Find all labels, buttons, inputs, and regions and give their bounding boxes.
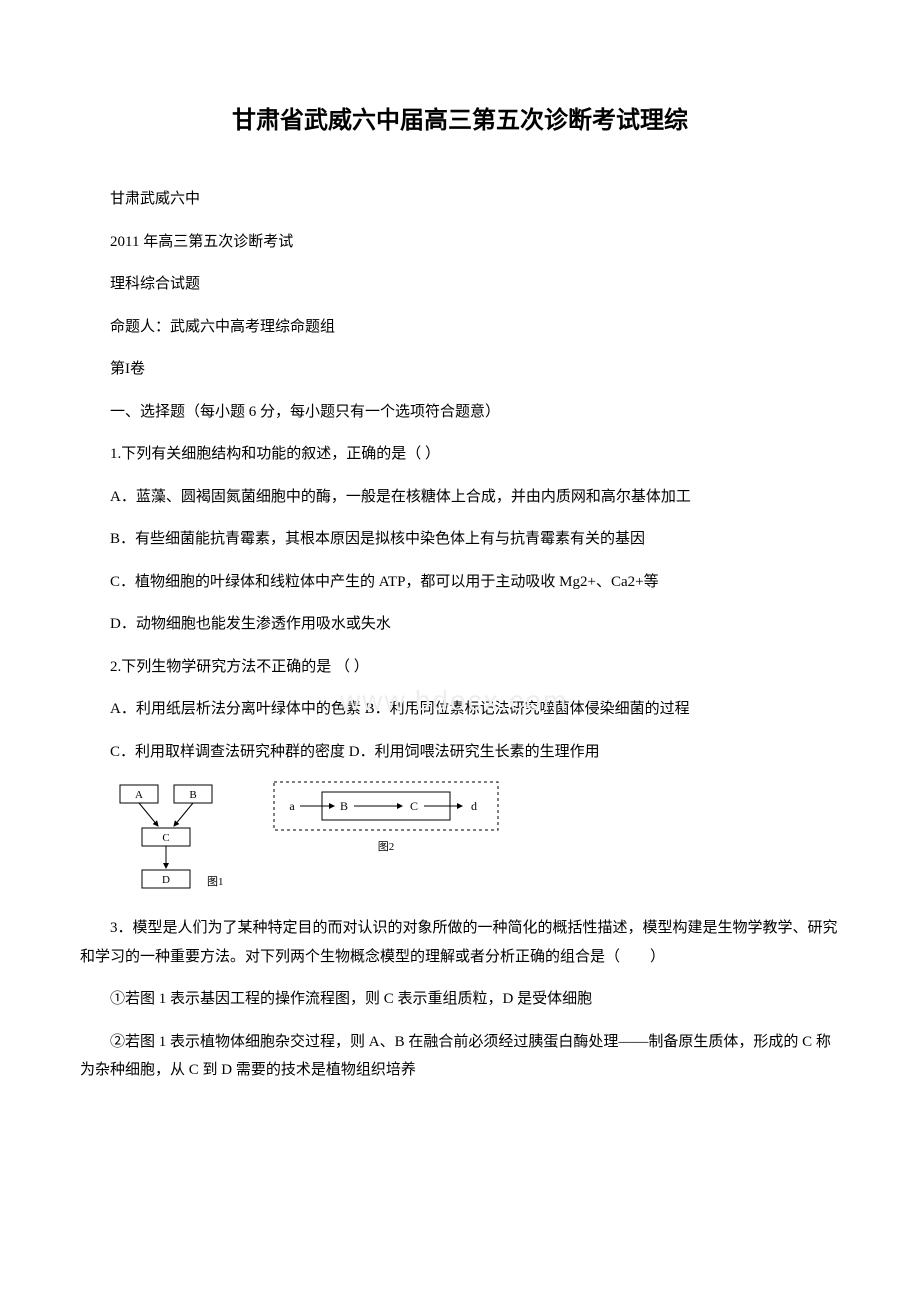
d1-label-a: A: [135, 789, 143, 801]
diagram-2: a B C d 图2: [272, 780, 502, 860]
header-part: 第І卷: [80, 355, 840, 384]
header-exam: 2011 年高三第五次诊断考试: [80, 228, 840, 257]
d2-label-a: a: [289, 799, 295, 813]
q1-option-d: D．动物细胞也能发生渗透作用吸水或失水: [80, 610, 840, 639]
d1-label-c: C: [162, 832, 169, 844]
q2-option-ab: A．利用纸层析法分离叶绿体中的色素 B．利用同位素标记法研究噬菌体侵染细菌的过程: [80, 695, 840, 724]
q1-option-b: B．有些细菌能抗青霉素，其根本原因是拟核中染色体上有与抗青霉素有关的基因: [80, 525, 840, 554]
d1-label-d: D: [162, 874, 170, 886]
d2-label-c: C: [410, 799, 418, 813]
header-subject: 理科综合试题: [80, 270, 840, 299]
q1-stem: 1.下列有关细胞结构和功能的叙述，正确的是（ ）: [80, 440, 840, 469]
d2-label-b: B: [340, 799, 348, 813]
header-section: 一、选择题（每小题 6 分，每小题只有一个选项符合题意）: [80, 398, 840, 427]
header-school: 甘肃武威六中: [80, 185, 840, 214]
d2-label-d: d: [471, 799, 477, 813]
diagram-row: A B C D 图1: [112, 780, 840, 900]
header-author: 命题人：武威六中高考理综命题组: [80, 313, 840, 342]
q1-option-a: A．蓝藻、圆褐固氮菌细胞中的酶，一般是在核糖体上合成，并由内质网和高尔基体加工: [80, 483, 840, 512]
q3-stem: 3．模型是人们为了某种特定目的而对认识的对象所做的一种简化的概括性描述，模型构建…: [80, 914, 840, 971]
page-title: 甘肃省武威六中届高三第五次诊断考试理综: [80, 100, 840, 135]
diagram-1: A B C D 图1: [112, 780, 242, 900]
q2-stem: 2.下列生物学研究方法不正确的是 （ ）: [80, 653, 840, 682]
d2-caption: 图2: [378, 840, 395, 853]
q3-opt1: ①若图 1 表示基因工程的操作流程图，则 C 表示重组质粒，D 是受体细胞: [80, 985, 840, 1014]
d1-label-b: B: [189, 789, 196, 801]
q1-option-c: C．植物细胞的叶绿体和线粒体中产生的 ATP，都可以用于主动吸收 Mg2+、Ca…: [80, 568, 840, 597]
q3-opt2: ②若图 1 表示植物体细胞杂交过程，则 A、B 在融合前必须经过胰蛋白酶处理——…: [80, 1028, 840, 1085]
q2-option-cd: C．利用取样调查法研究种群的密度 D．利用饲喂法研究生长素的生理作用: [80, 738, 840, 767]
d1-caption: 图1: [207, 875, 224, 888]
